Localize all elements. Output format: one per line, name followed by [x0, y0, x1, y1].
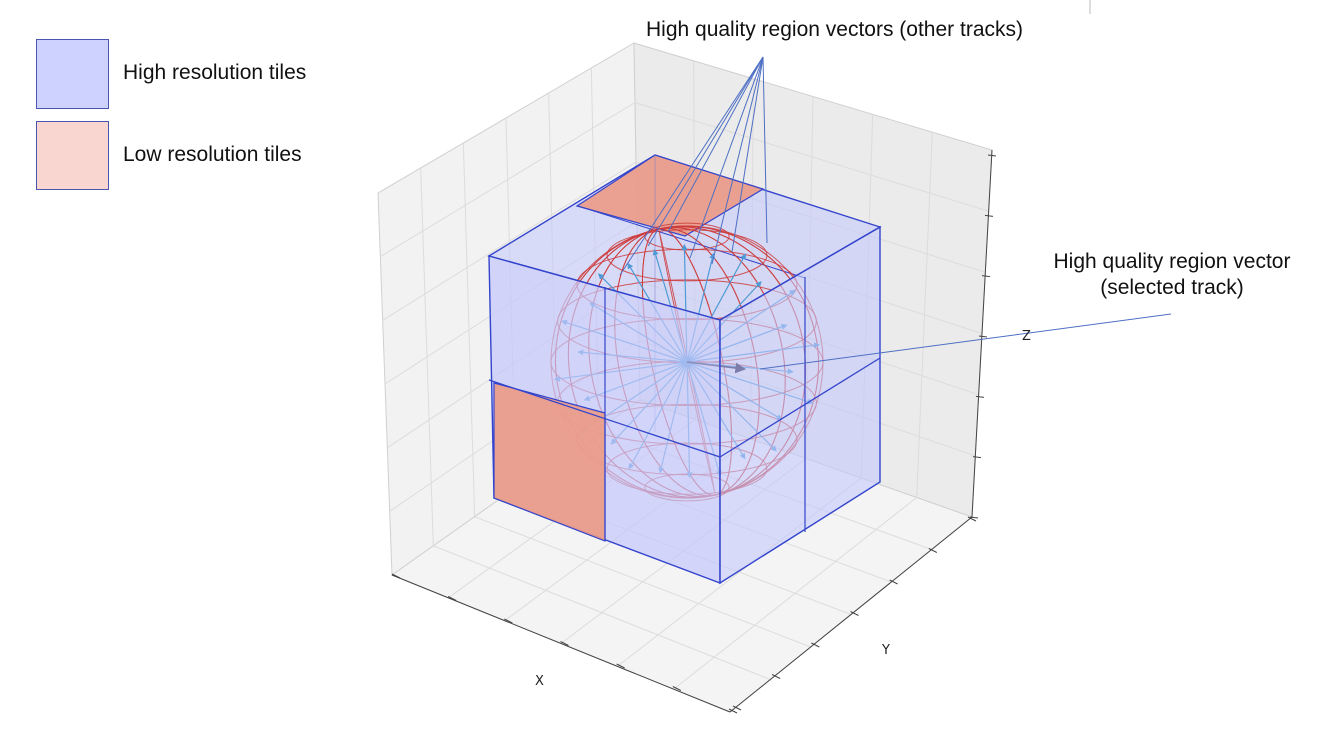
x-tick	[616, 663, 625, 669]
y-tick	[889, 579, 898, 585]
callout-leader-other	[762, 56, 768, 244]
front-right-midline	[719, 357, 881, 458]
z-tick	[984, 214, 994, 217]
legend-label-low: Low resolution tiles	[123, 143, 302, 166]
x-tick	[672, 686, 682, 691]
z-tick	[975, 395, 985, 398]
callout-leader-other	[667, 56, 764, 233]
y-tick	[771, 674, 781, 679]
callout-leader-other	[619, 56, 764, 276]
z-tick	[978, 335, 988, 338]
callout-leader-other	[731, 56, 764, 253]
z-axis-line	[971, 149, 993, 518]
x-tick	[391, 573, 401, 579]
axis-label-y: Y	[881, 643, 890, 658]
y-tick	[967, 516, 977, 522]
callout-other-tracks: High quality region vectors (other track…	[646, 18, 1023, 41]
callout-leader-selected	[759, 313, 1172, 370]
z-tick	[972, 456, 982, 459]
legend-swatch-low	[36, 121, 109, 190]
legend-swatch-high	[36, 39, 109, 109]
x-tick	[447, 596, 457, 601]
callout-selected-track: High quality region vector (selected tra…	[1030, 249, 1314, 301]
legend-label-high: High resolution tiles	[123, 61, 307, 84]
low-res-tile-top	[575, 154, 765, 237]
x-tick	[504, 618, 513, 624]
callout-selected-line2: (selected track)	[1100, 276, 1244, 299]
axis-lines	[391, 149, 997, 714]
callout-lines	[619, 0, 1172, 370]
tile-cube-front	[488, 225, 881, 585]
callout-selected-line1: High quality region vector	[1053, 250, 1291, 273]
x-axis-line	[391, 574, 731, 713]
y-tick	[811, 642, 820, 648]
axis-label-x: X	[535, 674, 544, 689]
front-right-face	[719, 225, 881, 585]
z-tick	[987, 154, 997, 157]
x-tick	[560, 641, 569, 646]
axis-label-z: Z	[1022, 329, 1031, 344]
callout-leader-other	[647, 56, 764, 247]
x-tick	[728, 708, 738, 714]
y-tick	[928, 548, 938, 553]
callout-leader-other	[689, 56, 764, 259]
z-tick	[969, 516, 979, 519]
callout-leader-other	[711, 56, 764, 265]
z-tick	[981, 275, 991, 278]
y-tick	[850, 611, 859, 616]
tile-cube	[487, 154, 882, 432]
y-tick	[732, 705, 742, 711]
top-divider	[577, 205, 806, 279]
